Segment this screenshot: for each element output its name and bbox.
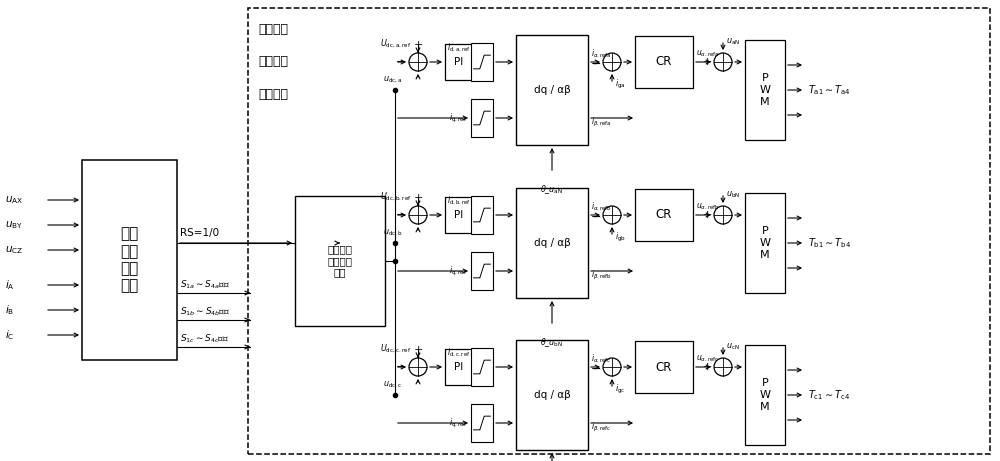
Text: $i_{\mathrm{q.ref}}$: $i_{\mathrm{q.ref}}$ xyxy=(449,416,468,430)
Text: P
W
M: P W M xyxy=(760,73,770,106)
Text: +: + xyxy=(413,193,423,203)
Text: $T_{\mathrm{c1}}\sim T_{\mathrm{c4}}$: $T_{\mathrm{c1}}\sim T_{\mathrm{c4}}$ xyxy=(808,388,850,402)
Text: dq / αβ: dq / αβ xyxy=(534,390,570,400)
Bar xyxy=(295,196,385,326)
Text: 有载
调压
调控
逻辑: 有载 调压 调控 逻辑 xyxy=(120,226,139,294)
Text: 调控单元: 调控单元 xyxy=(258,55,288,69)
Bar xyxy=(248,8,990,454)
Text: P
W
M: P W M xyxy=(760,226,770,260)
Text: $u_{\alpha\mathrm{.refb}}$: $u_{\alpha\mathrm{.refb}}$ xyxy=(696,202,720,212)
Bar xyxy=(516,340,588,450)
Text: −: − xyxy=(590,58,601,71)
Bar xyxy=(471,404,493,442)
Text: $U_{\mathrm{dc,c.ref}}$: $U_{\mathrm{dc,c.ref}}$ xyxy=(380,343,411,355)
Text: $u_{\alpha\mathrm{.refa}}$: $u_{\alpha\mathrm{.refa}}$ xyxy=(696,49,719,59)
Text: $i_{\mathrm{B}}$: $i_{\mathrm{B}}$ xyxy=(5,303,14,317)
Text: −: − xyxy=(396,361,406,373)
Text: $i_{\mathrm{q.ref}}$: $i_{\mathrm{q.ref}}$ xyxy=(449,112,468,124)
Text: $\theta\_u_{\mathrm{aN}}$: $\theta\_u_{\mathrm{aN}}$ xyxy=(540,183,564,196)
Bar xyxy=(745,345,785,445)
Bar xyxy=(445,44,473,80)
Text: $i_{\beta\mathrm{.refc}}$: $i_{\beta\mathrm{.refc}}$ xyxy=(591,420,611,433)
Text: $S_{1b}\sim S_{4b}$脉冲: $S_{1b}\sim S_{4b}$脉冲 xyxy=(180,306,230,318)
Text: $u_{\mathrm{dc,c}}$: $u_{\mathrm{dc,c}}$ xyxy=(383,380,402,390)
Text: $S_{1c}\sim S_{4c}$脉冲: $S_{1c}\sim S_{4c}$脉冲 xyxy=(180,333,229,345)
Text: $i_{\mathrm{A}}$: $i_{\mathrm{A}}$ xyxy=(5,278,15,292)
Bar xyxy=(471,99,493,137)
Text: −: − xyxy=(590,362,601,376)
Bar xyxy=(445,349,473,385)
Bar xyxy=(516,188,588,298)
Text: +: + xyxy=(703,57,712,67)
Text: $u_{\mathrm{aN}}$: $u_{\mathrm{aN}}$ xyxy=(726,37,740,47)
Text: 无功电流
幅值生成
逻辑: 无功电流 幅值生成 逻辑 xyxy=(328,244,352,278)
Text: $U_{\mathrm{dc,a.ref}}$: $U_{\mathrm{dc,a.ref}}$ xyxy=(380,38,412,50)
Text: PI: PI xyxy=(454,362,464,372)
Text: $u_{\alpha\mathrm{.refc}}$: $u_{\alpha\mathrm{.refc}}$ xyxy=(696,354,719,364)
Text: $i_{\mathrm{C}}$: $i_{\mathrm{C}}$ xyxy=(5,328,14,342)
Text: $i_{\mathrm{gc}}$: $i_{\mathrm{gc}}$ xyxy=(615,383,625,396)
Text: $u_{\mathrm{cN}}$: $u_{\mathrm{cN}}$ xyxy=(726,342,740,352)
Text: $i_{\beta\mathrm{.refb}}$: $i_{\beta\mathrm{.refb}}$ xyxy=(591,268,612,282)
Text: $T_{\mathrm{a1}}\sim T_{\mathrm{a4}}$: $T_{\mathrm{a1}}\sim T_{\mathrm{a4}}$ xyxy=(808,83,851,97)
Bar xyxy=(471,252,493,290)
Bar xyxy=(635,341,693,393)
Text: $i_{\beta\mathrm{.refa}}$: $i_{\beta\mathrm{.refa}}$ xyxy=(591,115,611,129)
Text: PI: PI xyxy=(454,210,464,220)
Bar xyxy=(82,160,177,360)
Text: $i_{\mathrm{gb}}$: $i_{\mathrm{gb}}$ xyxy=(615,230,626,243)
Bar xyxy=(745,193,785,293)
Bar xyxy=(471,196,493,234)
Bar xyxy=(471,348,493,386)
Text: +: + xyxy=(413,40,423,50)
Text: −: − xyxy=(396,55,406,69)
Text: $i_{\alpha\mathrm{.refb}}$: $i_{\alpha\mathrm{.refb}}$ xyxy=(591,201,612,213)
Text: $U_{\mathrm{dc,b.ref}}$: $U_{\mathrm{dc,b.ref}}$ xyxy=(380,191,412,203)
Bar xyxy=(745,40,785,140)
Text: dq / αβ: dq / αβ xyxy=(534,85,570,95)
Bar xyxy=(635,36,693,88)
Text: P
W
M: P W M xyxy=(760,378,770,412)
Text: CR: CR xyxy=(656,208,672,221)
Text: +: + xyxy=(413,345,423,355)
Bar xyxy=(516,35,588,145)
Text: $i_{\mathrm{q.ref}}$: $i_{\mathrm{q.ref}}$ xyxy=(449,265,468,278)
Text: $u_{\mathrm{bN}}$: $u_{\mathrm{bN}}$ xyxy=(726,190,740,200)
Text: $u_{\mathrm{BY}}$: $u_{\mathrm{BY}}$ xyxy=(5,219,23,231)
Bar xyxy=(471,43,493,81)
Text: PI: PI xyxy=(454,57,464,67)
Text: −: − xyxy=(396,208,406,221)
Text: $u_{\mathrm{dc,b}}$: $u_{\mathrm{dc,b}}$ xyxy=(383,228,403,238)
Bar xyxy=(635,189,693,241)
Text: $S_{1a}\sim S_{4a}$脉冲: $S_{1a}\sim S_{4a}$脉冲 xyxy=(180,279,230,291)
Text: $i_{\mathrm{d.c.ref}}$: $i_{\mathrm{d.c.ref}}$ xyxy=(447,347,471,359)
Text: 控制原理: 控制原理 xyxy=(258,88,288,100)
Text: CR: CR xyxy=(656,361,672,373)
Text: $u_{\mathrm{dc,a}}$: $u_{\mathrm{dc,a}}$ xyxy=(383,75,403,85)
Text: $i_{\alpha\mathrm{.refa}}$: $i_{\alpha\mathrm{.refa}}$ xyxy=(591,48,612,60)
Text: RS=1/0: RS=1/0 xyxy=(180,228,219,238)
Text: −: − xyxy=(590,211,601,224)
Text: $T_{\mathrm{b1}}\sim T_{\mathrm{b4}}$: $T_{\mathrm{b1}}\sim T_{\mathrm{b4}}$ xyxy=(808,236,851,250)
Text: $u_{\mathrm{CZ}}$: $u_{\mathrm{CZ}}$ xyxy=(5,244,23,256)
Text: +: + xyxy=(703,210,712,220)
Text: $i_{\mathrm{ga}}$: $i_{\mathrm{ga}}$ xyxy=(615,77,626,90)
Text: $\theta\_u_{\mathrm{bN}}$: $\theta\_u_{\mathrm{bN}}$ xyxy=(540,336,564,349)
Text: $i_{\mathrm{d.a.ref}}$: $i_{\mathrm{d.a.ref}}$ xyxy=(447,42,471,54)
Text: CR: CR xyxy=(656,55,672,69)
Text: 负载性质: 负载性质 xyxy=(258,24,288,36)
Text: $u_{\mathrm{AX}}$: $u_{\mathrm{AX}}$ xyxy=(5,194,23,206)
Text: dq / αβ: dq / αβ xyxy=(534,238,570,248)
Bar xyxy=(445,197,473,233)
Text: +: + xyxy=(703,362,712,372)
Text: $i_{\alpha\mathrm{.refc}}$: $i_{\alpha\mathrm{.refc}}$ xyxy=(591,353,611,365)
Text: $i_{\mathrm{d.b.ref}}$: $i_{\mathrm{d.b.ref}}$ xyxy=(447,195,471,207)
